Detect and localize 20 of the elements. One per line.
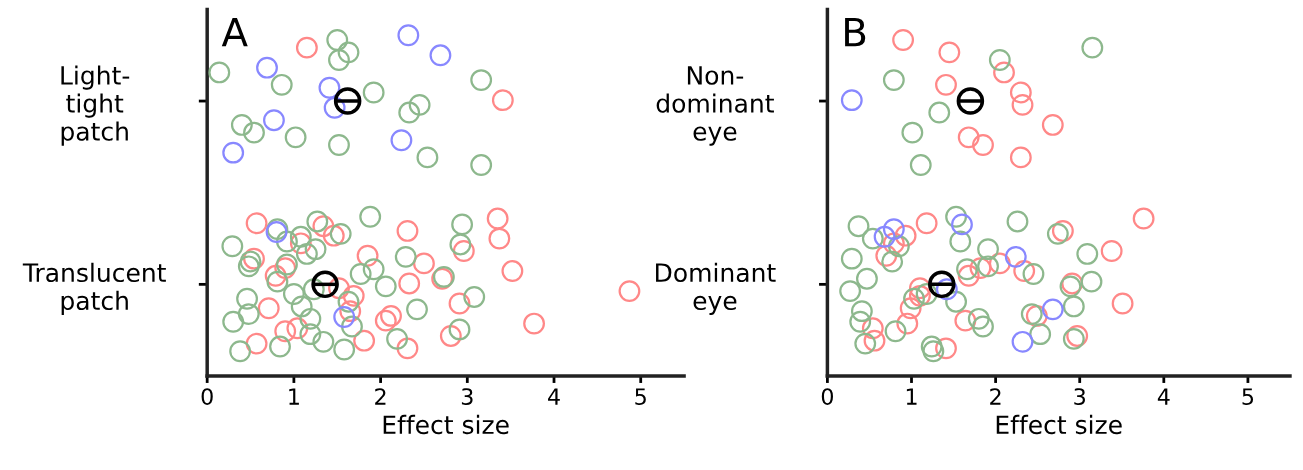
y-tick-label: Translucent patch (22, 262, 166, 315)
x-tick-label: 4 (1157, 388, 1170, 405)
x-tick-label: 2 (990, 388, 1001, 405)
x-tick-label: 3 (1074, 388, 1085, 406)
x-tick-label: 3 (461, 388, 473, 406)
x-tick-label: 0 (821, 388, 833, 406)
x-axis-title: Effect size (383, 414, 509, 435)
annotation: B (845, 17, 866, 47)
x-tick-label: 2 (375, 388, 386, 405)
x-tick-label: 5 (1242, 388, 1254, 406)
x-tick-label: 1 (289, 388, 299, 405)
x-tick-label: 1 (906, 388, 917, 405)
x-tick-label: 0 (201, 388, 213, 406)
x-tick-label: 5 (635, 388, 646, 406)
y-tick-label: Light- tight patch (61, 65, 130, 146)
x-tick-label: 4 (548, 388, 560, 405)
x-axis-title: Effect size (996, 414, 1122, 435)
y-tick-label: Dominant eye (656, 262, 776, 315)
y-tick-label: Non- dominant eye (656, 66, 774, 146)
annotation: A (221, 17, 248, 47)
